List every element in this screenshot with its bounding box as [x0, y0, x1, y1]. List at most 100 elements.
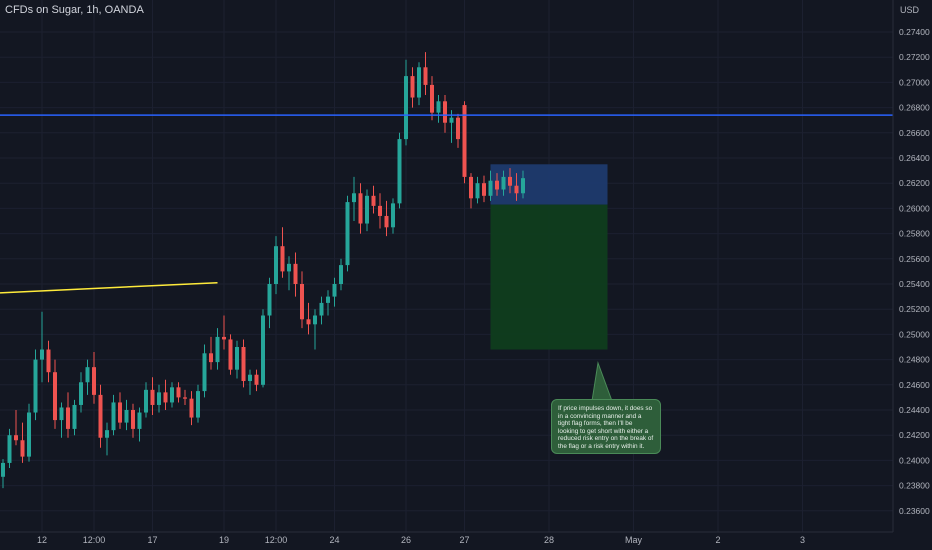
candle-body	[371, 195, 376, 206]
candle-body	[384, 215, 389, 228]
candle-body	[514, 185, 519, 194]
candle-body	[417, 67, 421, 98]
candle-body	[14, 435, 18, 441]
candle-body	[27, 412, 31, 457]
price-tick-label: 0.24400	[899, 405, 930, 415]
candle-body	[508, 176, 512, 186]
candle-body	[7, 435, 12, 463]
candle-body	[475, 183, 480, 199]
currency-label: USD	[900, 5, 920, 15]
candle-body	[365, 195, 369, 224]
candle-body	[137, 412, 142, 429]
candle-body	[449, 117, 454, 123]
candle-body	[144, 389, 148, 413]
price-tick-label: 0.27200	[899, 52, 930, 62]
candle-body	[319, 302, 324, 316]
price-tick-label: 0.25400	[899, 279, 930, 289]
candle-body	[254, 374, 259, 385]
time-tick-label: 3	[800, 535, 805, 545]
note-pointer	[591, 361, 613, 402]
chart-title: CFDs on Sugar, 1h, OANDA	[5, 4, 144, 16]
candle-body	[462, 105, 467, 177]
candle-body	[521, 178, 525, 194]
candle-body	[261, 315, 265, 385]
time-tick-label: May	[625, 535, 643, 545]
time-axis[interactable]: 12 12:00 17 19 12:00 24 26 27 28 May 2 3	[0, 531, 893, 545]
candle-body	[33, 359, 38, 413]
candle-body	[300, 284, 304, 320]
candle-body	[209, 353, 213, 363]
price-tick-label: 0.26600	[899, 128, 930, 138]
candle-body	[118, 402, 122, 423]
candle-body	[241, 347, 246, 382]
time-tick-label: 12:00	[265, 535, 288, 545]
candle-body	[1, 462, 5, 477]
candle-body	[150, 389, 155, 405]
price-tick-label: 0.27400	[899, 27, 930, 37]
candle-body	[274, 246, 278, 284]
price-tick-label: 0.26000	[899, 203, 930, 213]
candle-body	[456, 117, 460, 140]
candle-body	[436, 101, 441, 113]
candle-body	[202, 353, 207, 392]
annotation-note[interactable]: If price impulses down, it does so in a …	[551, 399, 661, 454]
candle-body	[228, 339, 233, 370]
price-tick-label: 0.27000	[899, 77, 930, 87]
candle-body	[20, 440, 25, 457]
price-tick-label: 0.25000	[899, 329, 930, 339]
candle-body	[235, 347, 239, 370]
candle-body	[410, 76, 415, 98]
candle-body	[98, 394, 103, 438]
candle-body	[248, 374, 252, 382]
price-axis[interactable]: 0.27400 0.27200 0.27000 0.26800 0.26600 0.264…	[892, 0, 930, 532]
candle-body	[163, 392, 168, 403]
candle-body	[404, 76, 408, 140]
candle-body	[313, 315, 317, 325]
candle-body	[157, 392, 161, 405]
price-tick-label: 0.26400	[899, 153, 930, 163]
candle-body	[339, 265, 343, 284]
candle-body	[215, 336, 220, 363]
trend-line	[0, 281, 218, 294]
candle-body	[495, 180, 499, 190]
candle-body	[85, 367, 90, 383]
candle-body	[332, 284, 337, 297]
candle-body	[443, 101, 447, 123]
candle-body	[482, 183, 486, 196]
time-tick-label: 12	[37, 535, 47, 545]
time-tick-label: 2	[715, 535, 720, 545]
price-tick-label: 0.23800	[899, 481, 930, 491]
candle-body	[92, 367, 96, 395]
candle-body	[345, 202, 350, 266]
candle-body	[222, 336, 226, 340]
candle-body	[124, 410, 129, 423]
price-tick-label: 0.24200	[899, 430, 930, 440]
candle-body	[378, 205, 382, 216]
price-tick-label: 0.23600	[899, 506, 930, 516]
candle-body	[293, 263, 298, 284]
candlestick-series	[1, 52, 525, 489]
time-tick-label: 17	[147, 535, 157, 545]
time-tick-label: 19	[219, 535, 229, 545]
price-tick-label: 0.26200	[899, 178, 930, 188]
candle-body	[397, 139, 402, 204]
candle-body	[40, 349, 44, 360]
candle-body	[59, 407, 64, 421]
time-tick-label: 26	[401, 535, 411, 545]
position-zones	[490, 164, 608, 350]
candle-body	[196, 391, 200, 418]
candle-body	[280, 246, 285, 272]
price-tick-label: 0.24000	[899, 455, 930, 465]
candle-body	[287, 263, 291, 272]
candle-body	[488, 180, 493, 196]
candle-body	[469, 176, 473, 199]
candle-body	[430, 84, 434, 113]
candle-body	[358, 193, 363, 224]
candle-body	[131, 410, 135, 429]
drawing-lines	[0, 114, 893, 294]
price-tick-label: 0.24600	[899, 380, 930, 390]
time-tick-label: 27	[459, 535, 469, 545]
candle-body	[352, 193, 356, 203]
candle-body	[326, 296, 330, 303]
